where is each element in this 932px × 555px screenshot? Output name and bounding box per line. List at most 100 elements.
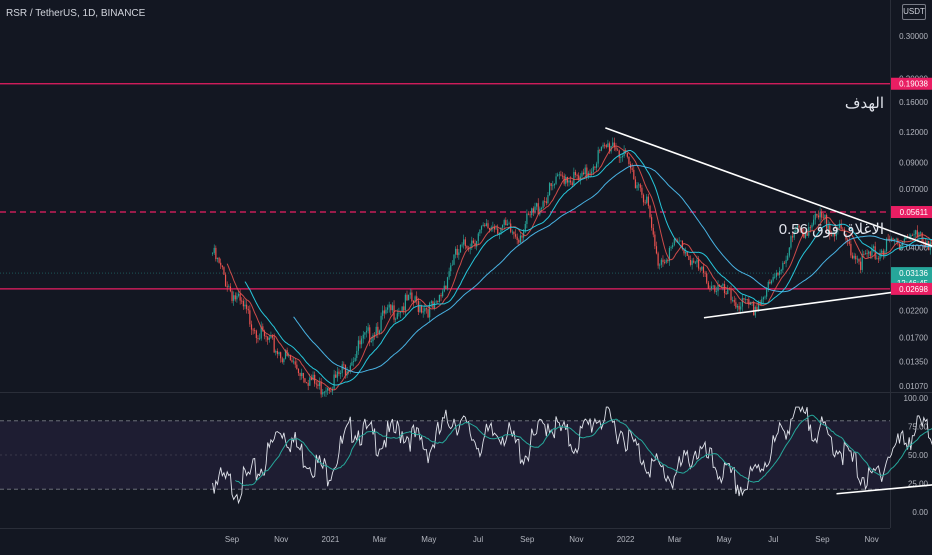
time-tick-label: May bbox=[421, 535, 436, 544]
candle-body bbox=[458, 252, 460, 256]
candle-body bbox=[283, 358, 285, 363]
price-label-box bbox=[891, 282, 932, 295]
candle-body bbox=[783, 262, 786, 264]
candle-body bbox=[597, 150, 599, 164]
candle-body bbox=[267, 336, 269, 340]
candle-body bbox=[795, 230, 797, 233]
candle-body bbox=[915, 230, 917, 235]
candle-body bbox=[639, 184, 641, 188]
candle-body bbox=[349, 365, 351, 371]
candle-body bbox=[479, 229, 481, 234]
candle-body bbox=[254, 329, 256, 331]
rsi-signal-line bbox=[235, 414, 932, 486]
candle-body bbox=[445, 285, 447, 289]
candle-body bbox=[317, 384, 319, 386]
candle-body bbox=[722, 284, 724, 286]
candle-body bbox=[733, 300, 735, 303]
candle-body bbox=[380, 315, 382, 331]
candle-body bbox=[370, 341, 372, 343]
candle-body bbox=[720, 285, 722, 287]
candle-body bbox=[809, 227, 811, 229]
candle-body bbox=[385, 309, 387, 314]
candle-body bbox=[322, 392, 324, 395]
candle-body bbox=[398, 312, 400, 314]
candle-body bbox=[782, 262, 784, 270]
candle-body bbox=[694, 262, 696, 264]
candle-body bbox=[714, 285, 716, 292]
candle-body bbox=[665, 259, 667, 263]
candle-body bbox=[834, 233, 836, 237]
candle-body bbox=[578, 175, 580, 180]
candle-body bbox=[288, 355, 290, 357]
candle-body bbox=[688, 256, 690, 260]
candle-body bbox=[443, 285, 445, 292]
candle-body bbox=[247, 308, 249, 311]
candle-body bbox=[861, 254, 863, 270]
candle-body bbox=[330, 390, 332, 392]
candle-body bbox=[885, 238, 888, 252]
candle-body bbox=[239, 293, 241, 301]
candle-body bbox=[406, 294, 408, 301]
price-tick-label: 0.01350 bbox=[899, 358, 928, 367]
candle-body bbox=[698, 259, 700, 269]
candle-body bbox=[388, 304, 390, 308]
candle-body bbox=[514, 234, 517, 237]
candle-body bbox=[767, 281, 769, 289]
candle-body bbox=[299, 373, 301, 377]
candle-body bbox=[825, 214, 828, 229]
candle-body bbox=[216, 257, 219, 260]
currency-badge[interactable]: USDT bbox=[902, 4, 926, 20]
candle-body bbox=[320, 382, 322, 395]
candle-body bbox=[881, 250, 883, 253]
candle-body bbox=[762, 297, 765, 300]
candle-body bbox=[723, 284, 726, 294]
candle-body bbox=[691, 260, 693, 265]
candle-body bbox=[892, 238, 894, 241]
candle-body bbox=[229, 286, 232, 292]
candle-body bbox=[411, 292, 413, 301]
candle-body bbox=[602, 144, 604, 147]
candle-body bbox=[879, 252, 881, 260]
time-tick-label: 2022 bbox=[617, 535, 635, 544]
candle-body bbox=[617, 149, 619, 151]
candle-body bbox=[354, 357, 356, 362]
candle-body bbox=[770, 280, 773, 284]
candle-body bbox=[455, 248, 457, 255]
candle-body bbox=[777, 272, 779, 275]
candle-body bbox=[621, 156, 624, 158]
candle-body bbox=[464, 239, 466, 247]
candle-body bbox=[221, 265, 223, 268]
trendline bbox=[605, 127, 932, 247]
candle-body bbox=[628, 156, 630, 164]
candle-body bbox=[913, 234, 915, 236]
candle-body bbox=[725, 293, 727, 294]
time-tick-label: Jul bbox=[768, 535, 778, 544]
candle-body bbox=[874, 246, 876, 259]
candle-body bbox=[558, 174, 560, 176]
candle-body bbox=[372, 334, 374, 342]
candle-body bbox=[377, 326, 379, 334]
candle-body bbox=[911, 234, 914, 236]
price-label-box bbox=[891, 206, 932, 219]
candle-body bbox=[644, 202, 646, 204]
candle-body bbox=[391, 305, 394, 311]
candle-body bbox=[715, 291, 718, 293]
candle-body bbox=[566, 176, 568, 183]
candle-body bbox=[576, 174, 578, 176]
candle-body bbox=[586, 167, 588, 178]
candle-body bbox=[531, 208, 533, 216]
candle-body bbox=[231, 291, 233, 301]
candle-body bbox=[335, 374, 337, 378]
candle-body bbox=[845, 234, 847, 240]
candle-body bbox=[680, 240, 682, 242]
price-tick-label: 0.30000 bbox=[899, 32, 928, 41]
candle-body bbox=[542, 201, 544, 209]
candle-body bbox=[459, 244, 462, 253]
candle-body bbox=[842, 228, 844, 230]
candle-body bbox=[821, 212, 823, 218]
candle-body bbox=[829, 225, 831, 235]
candle-body bbox=[769, 281, 771, 284]
candle-body bbox=[383, 310, 385, 314]
